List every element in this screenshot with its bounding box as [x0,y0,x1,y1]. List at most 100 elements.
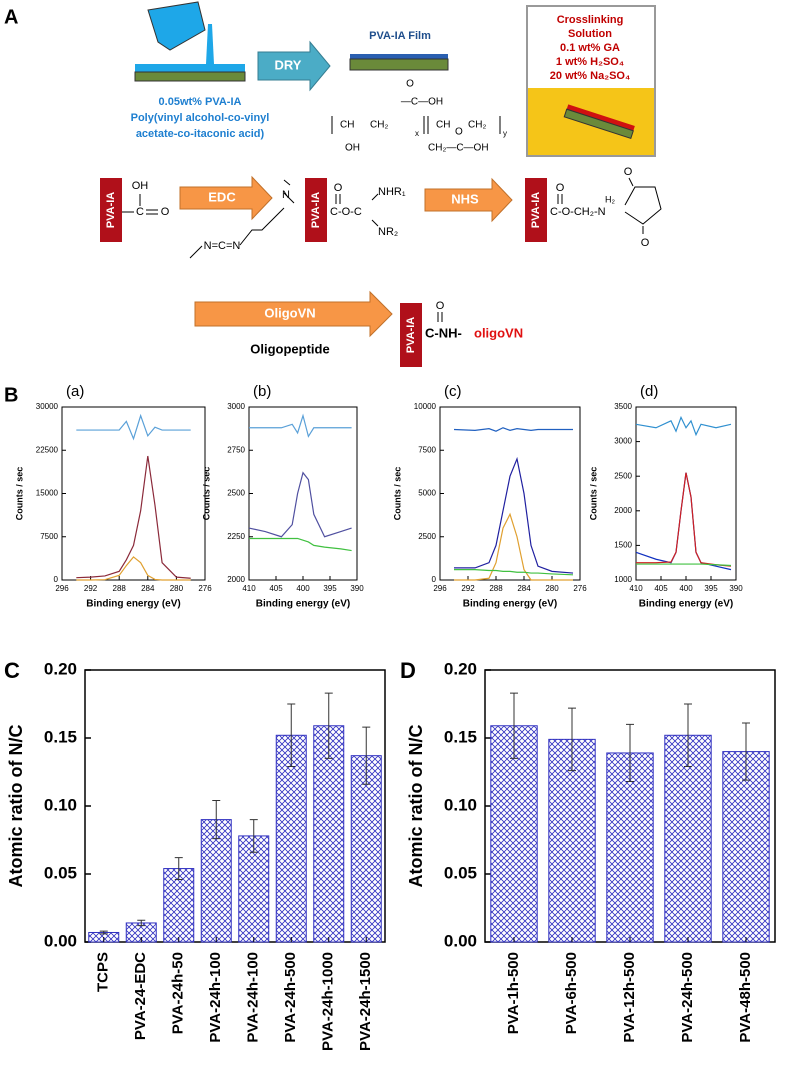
error-bar [362,726,371,785]
series-line [636,563,732,567]
chart-title: (c) [444,383,462,400]
bar [490,725,538,943]
atom: x [415,129,419,138]
bar [275,734,307,943]
atom: N=C=N [204,240,241,252]
atom: O [556,182,565,194]
atom: C-O-CH₂-N [550,206,606,218]
arrow [257,40,331,92]
y-tick-label: 2000 [227,575,245,584]
bar [722,751,770,943]
y-tick-label: 0.15 [44,727,77,746]
y-tick-label: 2500 [227,489,245,498]
chart-title: (a) [66,383,84,400]
polymer-structure: O —C—OH CH CH₂ x CH CH₂ y OH O CH₂—C—OH [331,79,507,154]
substrate [134,71,246,82]
bond [437,312,443,322]
series-line [76,413,191,441]
error-bar [510,692,518,759]
arrow-label: EDC [208,189,236,204]
panel-label: B [4,384,18,406]
atom: O [624,166,633,178]
bar [664,734,712,943]
atom: OH [132,180,149,192]
error-bar [684,703,692,768]
plot-frame [248,406,358,581]
atom: NR₂ [378,226,398,238]
error-bar [324,692,333,759]
bond [335,193,379,227]
panel-label: C [4,658,20,683]
y-tick-label: 7500 [418,445,436,454]
x-tick-label: PVA-24h-1000 [320,952,337,1051]
bar [313,725,345,943]
y-tick-label: 0.10 [444,795,477,814]
error-bar [174,857,183,880]
x-tick-label: 410 [242,584,256,593]
coating-layer [135,64,245,72]
y-tick-label: 1000 [614,575,632,584]
solution-text: 1 wt% H₂SO₄ [556,56,624,68]
atom: O [161,206,170,218]
error-bar [568,707,576,772]
atom: CH₂—C—OH [428,143,489,154]
series-line [454,456,574,574]
atom: O [436,300,445,312]
coating-text: Poly(vinyl alcohol-co-vinyl [131,112,270,124]
series-line [76,556,191,581]
series-line [636,472,732,567]
y-tick-label: 1500 [614,541,632,550]
film-in-solution [563,104,635,140]
panel-label: D [400,658,416,683]
pva-block: PVA-IA [305,178,327,242]
pva-block: PVA-IA [400,303,422,367]
x-tick-label: PVA-24h-500 [679,952,696,1043]
arrow [194,290,393,338]
x-tick-label: 296 [433,584,447,593]
bar [548,738,596,943]
atom: O [641,237,650,249]
y-tick-label: 2500 [418,532,436,541]
atom: y [503,129,507,138]
y-tick-label: 0.20 [44,659,77,678]
x-tick-label: PVA-24h-100 [207,952,224,1043]
y-tick-label: 30000 [36,402,59,411]
x-axis-label: Binding energy (eV) [639,599,733,610]
x-tick-label: 284 [141,584,155,593]
y-tick-label: 0.10 [44,795,77,814]
x-tick-label: 410 [629,584,643,593]
x-tick-label: 296 [55,584,69,593]
error-bar [99,930,108,935]
y-tick-label: 0.15 [444,727,477,746]
error-bar [212,800,221,840]
atom: CH [436,120,450,131]
series-line [453,427,573,432]
y-tick-label: 3000 [614,437,632,446]
atom: OH [345,143,360,154]
x-tick-label: 405 [269,584,283,593]
x-axis-label: Binding energy (eV) [463,599,557,610]
x-tick-label: PVA-48h-500 [737,952,754,1043]
y-tick-label: 0.20 [444,659,477,678]
error-bar [137,919,146,927]
atom: N [282,189,290,201]
y-tick-label: 3500 [614,402,632,411]
y-tick-label: 2250 [227,532,245,541]
atom: CH₂ [468,120,486,131]
x-tick-label: PVA-6h-500 [563,952,580,1034]
product-text: oligoVN [474,325,523,340]
x-tick-label: 400 [296,584,310,593]
solution-text: 0.1 wt% GA [560,42,620,54]
solution-text: Crosslinking [557,14,624,26]
atom: H₂ [605,194,615,204]
y-tick-label: 7500 [40,532,58,541]
oligopeptide-label: Oligopeptide [250,341,329,356]
y-axis-label: Counts / sec [392,467,402,521]
x-tick-label: 280 [170,584,184,593]
x-tick-label: TCPS [95,952,112,992]
error-bar [287,703,296,768]
atom: C-O-C [330,206,362,218]
bond [122,194,158,215]
coating-text: 0.05wt% PVA-IA [159,96,242,108]
